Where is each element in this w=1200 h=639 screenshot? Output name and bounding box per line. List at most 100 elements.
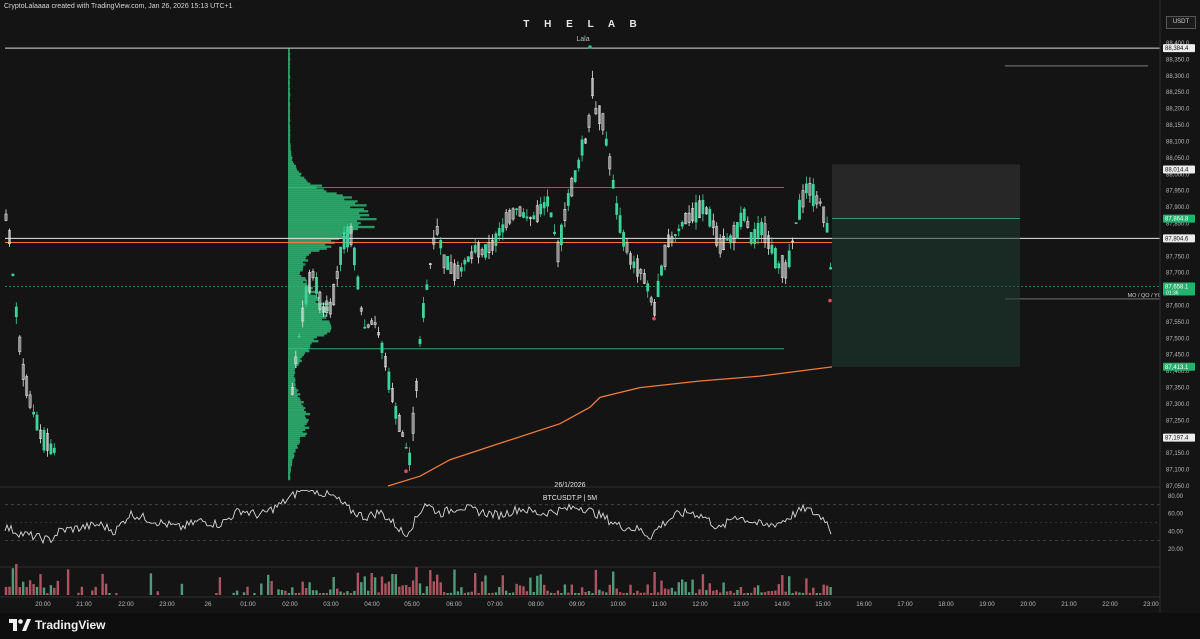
- price-tick-label: 87,500.0: [1166, 336, 1190, 342]
- volume-bar: [294, 593, 297, 595]
- volume-bar: [767, 591, 770, 595]
- candle-body: [601, 113, 605, 131]
- volume-bar: [549, 592, 553, 595]
- candle-body: [535, 205, 539, 222]
- volume-bar: [560, 593, 563, 595]
- axes[interactable]: 88,400.0 88,350.0 88,300.0 88,250.0 88,200.0…: [0, 0, 1200, 613]
- volume-profile-bar: [288, 404, 304, 408]
- volume-profile-bar: [288, 231, 353, 235]
- candle-body: [711, 220, 715, 228]
- currency-button[interactable]: USDT: [1166, 16, 1196, 29]
- candle-body: [718, 239, 722, 254]
- volume-bar: [415, 567, 418, 595]
- price-label-text: 88,384.4: [1165, 46, 1189, 52]
- volume-profile-bar: [288, 115, 291, 118]
- candle-body: [459, 267, 463, 272]
- volume-profile-bar: [288, 89, 290, 93]
- volume-bar: [801, 592, 805, 595]
- time-tick-label: 03:00: [323, 601, 339, 608]
- volume-profile-bar: [288, 103, 291, 107]
- volume-profile-bar: [288, 418, 309, 422]
- price-label-text: 87,864.8: [1165, 217, 1189, 223]
- candle-body: [339, 246, 343, 265]
- price-label-badge: [1163, 44, 1195, 53]
- candle-body: [722, 235, 726, 250]
- volume-profile-bar: [288, 198, 345, 201]
- low-marker: [404, 469, 408, 474]
- volume-profile-bar: [288, 239, 331, 243]
- trading-chart[interactable]: MO / QO / YO 88,400.088,350.088,300.088,…: [0, 0, 1200, 613]
- volume-profile-bar: [288, 473, 291, 477]
- candle-body: [11, 273, 15, 277]
- volume-bar: [808, 592, 812, 595]
- price-label-text: 87,804.6: [1165, 236, 1189, 242]
- volume-profile-bar: [288, 265, 304, 268]
- candle-body: [497, 228, 501, 236]
- volume-bar: [784, 591, 787, 595]
- volume-bar: [56, 580, 59, 595]
- volume-bar: [691, 579, 694, 595]
- volume-profile-bar: [288, 373, 295, 376]
- volume-profile-bar: [288, 156, 293, 160]
- candle-body: [784, 262, 788, 279]
- time-tick-label: 09:00: [569, 601, 585, 608]
- volume-profile-bar: [288, 204, 367, 207]
- tradingview-logo[interactable]: TradingView: [9, 617, 105, 633]
- candle-body: [822, 206, 826, 223]
- volume-profile-bar: [288, 420, 308, 424]
- volume-profile-bar: [288, 221, 361, 225]
- vwap-line: [387, 366, 833, 487]
- volume-bar: [529, 577, 532, 595]
- candle-body: [349, 226, 353, 245]
- volume-profile-bar: [288, 336, 317, 339]
- volume-bar: [822, 584, 825, 595]
- open-level-annotation: MO / QO / YO: [1128, 293, 1163, 299]
- candle-body: [684, 213, 688, 225]
- price-axis[interactable]: [1160, 0, 1200, 613]
- volume-bar: [470, 591, 473, 595]
- volume-bar: [753, 587, 756, 595]
- candle-body: [394, 405, 398, 419]
- volume-profile-bar: [288, 338, 314, 341]
- volume-profile-bar: [288, 123, 290, 126]
- volume-bar: [622, 593, 625, 595]
- volume-bar: [291, 587, 294, 595]
- volume-profile-bar: [288, 296, 320, 300]
- price-tick-label: 88,250.0: [1166, 90, 1190, 96]
- volume-bar: [567, 592, 570, 595]
- volume-bar: [712, 590, 715, 595]
- time-tick-label: 02:00: [282, 601, 298, 608]
- volume-bar: [267, 574, 270, 595]
- volume-profile-bar: [288, 259, 309, 262]
- volume-bar: [215, 593, 218, 595]
- volume-profile-bar: [288, 304, 322, 307]
- volume-profile-bar: [288, 310, 327, 313]
- candle-body: [677, 228, 681, 232]
- candle-body: [608, 156, 612, 170]
- volume-bar: [336, 588, 339, 595]
- volume-profile-bar: [288, 300, 316, 304]
- volume-profile-bar: [288, 121, 290, 124]
- volume-bar: [391, 574, 394, 595]
- volume-bar: [11, 568, 15, 595]
- volume-bar: [819, 593, 822, 595]
- candle-body: [615, 203, 619, 215]
- volume-profile-bar: [288, 131, 290, 134]
- volume-bar: [563, 584, 567, 595]
- volume-profile-bar: [288, 176, 305, 179]
- candle-body: [777, 263, 781, 269]
- volume-profile-bar: [288, 464, 293, 467]
- symbol-interval-label: BTCUSDT.P | 5M: [542, 495, 598, 502]
- candle-body: [635, 258, 639, 277]
- price-tick-label: 87,550.0: [1166, 320, 1190, 326]
- candle-body: [408, 452, 412, 466]
- volume-profile-bar: [288, 440, 301, 443]
- volume-profile-bar: [288, 182, 311, 185]
- volume-profile-bar: [288, 223, 359, 227]
- volume-bar: [705, 590, 708, 595]
- volume-profile-bar: [288, 403, 302, 406]
- candle-body: [594, 108, 598, 114]
- candle-body: [21, 363, 25, 380]
- candle-body: [704, 207, 708, 215]
- volume-bar: [625, 592, 629, 595]
